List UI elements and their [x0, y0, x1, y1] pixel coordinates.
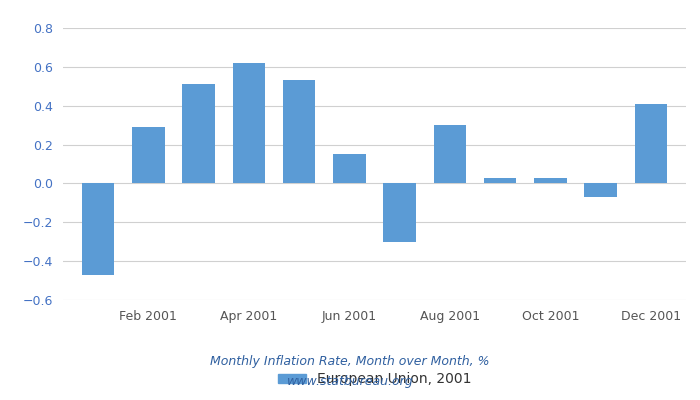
- Bar: [82, 184, 115, 275]
- Bar: [132, 127, 164, 184]
- Text: Monthly Inflation Rate, Month over Month, %: Monthly Inflation Rate, Month over Month…: [210, 356, 490, 368]
- Bar: [584, 184, 617, 197]
- Bar: [384, 184, 416, 242]
- Bar: [534, 178, 567, 184]
- Bar: [232, 63, 265, 184]
- Bar: [634, 104, 667, 184]
- Bar: [484, 178, 517, 184]
- Bar: [283, 80, 316, 184]
- Bar: [433, 125, 466, 184]
- Bar: [182, 84, 215, 184]
- Legend: European Union, 2001: European Union, 2001: [272, 367, 477, 392]
- Bar: [333, 154, 365, 184]
- Text: www.statbureau.org: www.statbureau.org: [287, 376, 413, 388]
